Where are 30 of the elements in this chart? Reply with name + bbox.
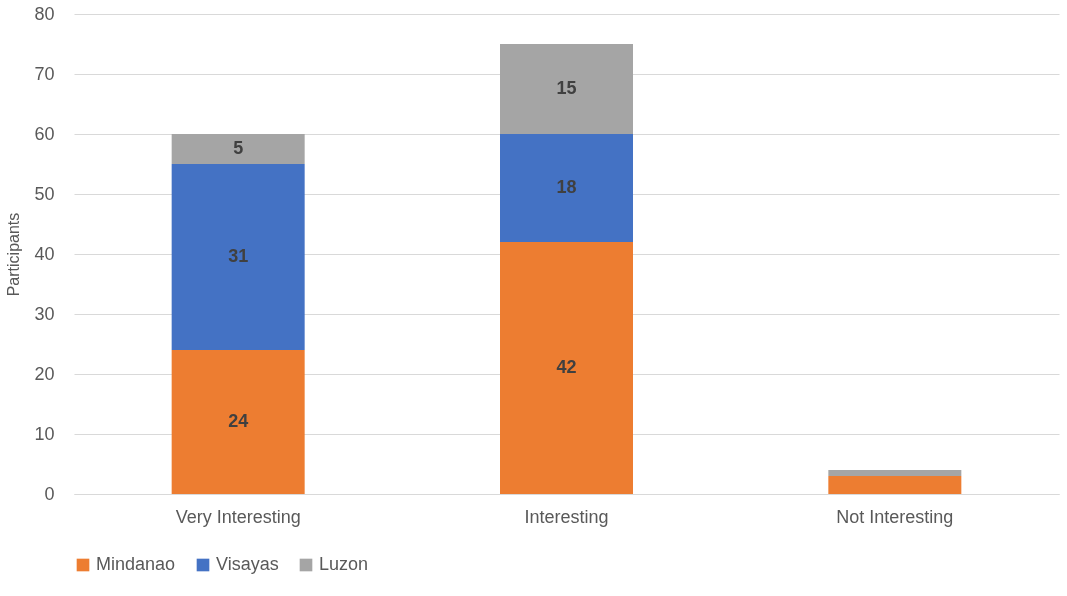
y-tick-label: 0	[44, 483, 55, 504]
x-tick-label: Very Interesting	[175, 506, 301, 527]
y-tick-label: 60	[34, 123, 55, 144]
bar	[828, 476, 962, 494]
y-tick-label: 30	[34, 303, 55, 324]
bar	[500, 134, 633, 242]
bar	[500, 242, 633, 494]
y-tick-label: 50	[34, 183, 55, 204]
y-tick-label: 40	[34, 243, 55, 264]
data-label: 15	[556, 78, 577, 98]
data-label: 31	[228, 246, 249, 266]
bar	[828, 470, 962, 476]
y-tick-label: 10	[34, 423, 55, 444]
bar	[171, 164, 305, 350]
legend-label: Visayas	[216, 554, 279, 574]
legend-label: Mindanao	[96, 554, 176, 574]
data-label: 18	[556, 177, 577, 197]
data-label: 24	[228, 411, 249, 431]
data-label: 5	[233, 138, 244, 158]
legend-label: Luzon	[319, 554, 369, 574]
bar	[500, 44, 633, 134]
x-tick-label: Interesting	[524, 506, 609, 527]
x-tick-label: Not Interesting	[836, 506, 954, 527]
bar	[171, 134, 305, 164]
y-tick-label: 80	[34, 3, 55, 24]
y-tick-label: 70	[34, 63, 55, 84]
y-axis-title: Participants	[5, 212, 23, 297]
bar	[171, 350, 305, 494]
data-label: 42	[556, 357, 577, 377]
y-tick-label: 20	[34, 363, 55, 384]
